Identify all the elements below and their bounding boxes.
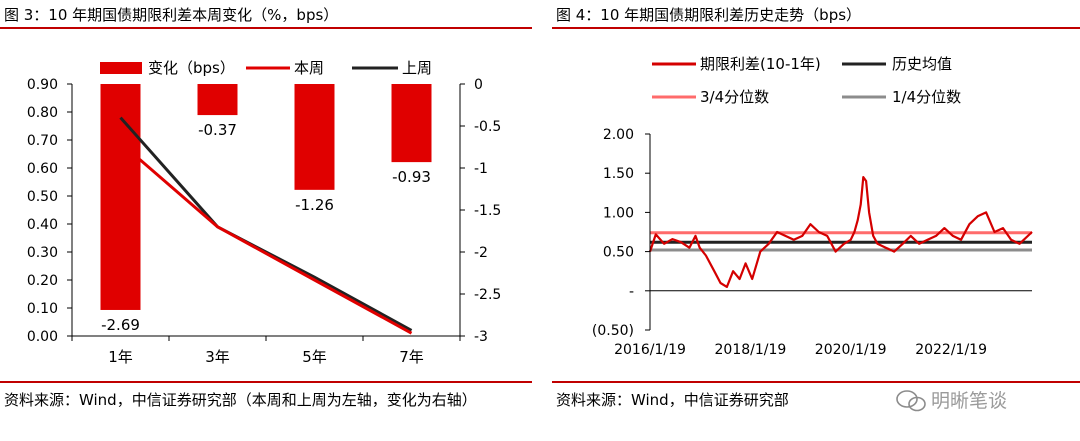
bar xyxy=(294,84,335,190)
source-rule xyxy=(552,381,1080,383)
left-tick-label: 0.80 xyxy=(27,105,58,121)
y-tick-label: 0.50 xyxy=(603,245,634,261)
bar xyxy=(197,84,238,116)
bar-data-labels: -2.69 -0.37 -1.26 -0.93 xyxy=(101,121,431,334)
lines xyxy=(119,116,413,335)
category-label: 7年 xyxy=(399,348,424,366)
chart-panel-2: 图 4：10 年期国债期限利差历史走势（bps） 期限利差(10-1年) 历史均… xyxy=(552,0,1080,441)
legend-label-spread: 期限利差(10-1年) xyxy=(700,55,821,73)
bar-data-label: -2.69 xyxy=(101,316,140,334)
figure-title: 图 4：10 年期国债期限利差历史走势（bps） xyxy=(556,6,862,24)
legend: 变化（bps） 本周 上周 xyxy=(100,59,432,77)
source-note: 资料来源：Wind，中信证券研究部 xyxy=(556,391,789,409)
left-tick-label: 0.20 xyxy=(27,273,58,289)
legend-label-change: 变化（bps） xyxy=(148,59,235,77)
y-tick-label: (0.50) xyxy=(592,323,634,339)
right-axis-ticks: 0 -0.5 -1 -1.5 -2 -2.5 -3 xyxy=(474,77,501,345)
title-rule xyxy=(0,27,532,29)
category-label: 1年 xyxy=(108,348,133,366)
x-tick-label: 2016/1/19 xyxy=(614,342,686,358)
category-label: 5年 xyxy=(302,348,327,366)
right-tick-label: -1.5 xyxy=(474,203,501,219)
y-tick-label: 2.00 xyxy=(603,127,634,143)
spread-line xyxy=(648,176,1033,288)
source-note: 资料来源：Wind，中信证券研究部（本周和上周为左轴，变化为右轴） xyxy=(4,391,477,409)
right-tick-label: 0 xyxy=(474,77,483,93)
right-tick-label: -2 xyxy=(474,245,488,261)
y-tick-label: 1.00 xyxy=(603,205,634,221)
axes xyxy=(67,83,465,341)
wechat-icon xyxy=(896,390,926,412)
y-tick-label: - xyxy=(629,284,634,300)
figure-title: 图 3：10 年期国债期限利差本周变化（%，bps） xyxy=(4,6,339,24)
legend-label-last-week: 上周 xyxy=(402,59,432,77)
line-chart: 期限利差(10-1年) 历史均值 3/4分位数 1/4分位数 2.00 1.50 1… xyxy=(592,55,1033,358)
bar-line-chart: 变化（bps） 本周 上周 0.000.100.200.300.400.500.… xyxy=(27,59,502,366)
legend-label-this-week: 本周 xyxy=(294,59,324,77)
left-tick-label: 0.30 xyxy=(27,245,58,261)
left-tick-label: 0.10 xyxy=(27,301,58,317)
watermark: 明晰笔谈 xyxy=(896,390,1007,412)
legend-swatch-change xyxy=(100,62,142,74)
y-tick-label: 1.50 xyxy=(603,166,634,182)
left-tick-label: 0.50 xyxy=(27,189,58,205)
right-tick-label: -0.5 xyxy=(474,119,501,135)
bar xyxy=(391,84,432,163)
bar-data-label: -0.93 xyxy=(392,168,431,186)
reference-lines xyxy=(650,231,1032,252)
legend: 期限利差(10-1年) 历史均值 3/4分位数 1/4分位数 xyxy=(652,55,961,106)
category-label: 3年 xyxy=(205,348,230,366)
legend-label-q1: 1/4分位数 xyxy=(892,88,961,106)
line-last-week xyxy=(119,116,413,332)
left-axis-ticks: 0.00 0.10 0.20 0.30 0.40 0.50 0.60 0.70 0.80 0.90 xyxy=(27,77,58,345)
x-tick-label: 2020/1/19 xyxy=(815,342,887,358)
legend-label-q3: 3/4分位数 xyxy=(700,88,769,106)
left-tick-label: 0.00 xyxy=(27,329,58,345)
bar-data-label: -0.37 xyxy=(198,121,237,139)
x-tick-label: 2022/1/19 xyxy=(915,342,987,358)
series-line xyxy=(648,176,1033,288)
bars xyxy=(100,84,432,310)
right-tick-label: -3 xyxy=(474,329,488,345)
watermark-text: 明晰笔谈 xyxy=(931,390,1007,412)
y-axis-ticks: 2.00 1.50 1.00 0.50 - (0.50) xyxy=(592,127,634,339)
bar xyxy=(100,84,141,310)
x-tick-label: 2018/1/19 xyxy=(715,342,787,358)
legend-label-mean: 历史均值 xyxy=(892,55,952,73)
left-tick-label: 0.90 xyxy=(27,77,58,93)
left-tick-label: 0.40 xyxy=(27,217,58,233)
source-rule xyxy=(0,381,532,383)
right-tick-label: -2.5 xyxy=(474,287,501,303)
left-tick-label: 0.60 xyxy=(27,161,58,177)
left-tick-label: 0.70 xyxy=(27,133,58,149)
axes xyxy=(645,133,1032,331)
right-tick-label: -1 xyxy=(474,161,488,177)
chart-panel-1: 图 3：10 年期国债期限利差本周变化（%，bps） 变化（bps） 本周 上周… xyxy=(0,0,532,441)
category-labels: 1年 3年 5年 7年 xyxy=(108,348,424,366)
bar-data-label: -1.26 xyxy=(295,196,334,214)
title-rule xyxy=(552,27,1080,29)
line-this-week xyxy=(119,141,413,335)
x-axis-ticks: 2016/1/19 2018/1/19 2020/1/19 2022/1/19 xyxy=(614,342,987,358)
